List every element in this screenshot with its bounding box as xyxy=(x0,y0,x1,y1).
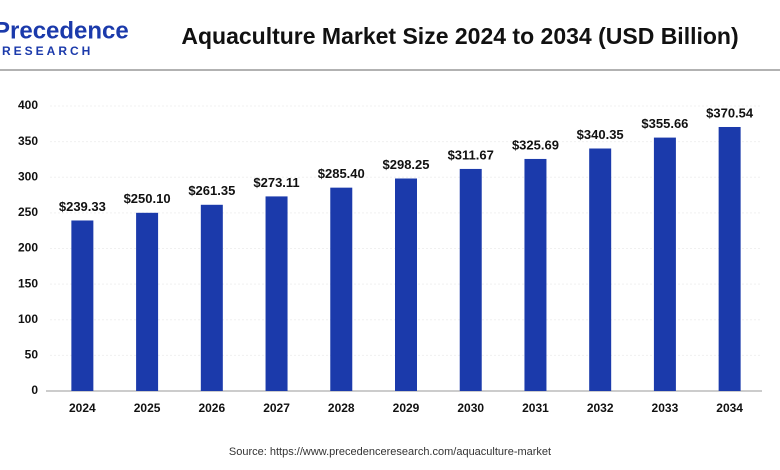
x-tick-label: 2033 xyxy=(652,401,679,415)
x-tick-label: 2027 xyxy=(263,401,290,415)
bar xyxy=(718,126,741,392)
bar xyxy=(200,204,223,391)
bar xyxy=(136,212,159,391)
bar xyxy=(459,168,482,391)
y-tick-label: 350 xyxy=(18,134,38,148)
value-label: $370.54 xyxy=(706,105,754,120)
x-tick-label: 2029 xyxy=(393,401,420,415)
y-tick-label: 0 xyxy=(31,383,38,397)
x-tick-label: 2034 xyxy=(716,401,743,415)
bar xyxy=(653,137,676,391)
x-tick-label: 2024 xyxy=(69,401,96,415)
bar xyxy=(71,220,94,391)
value-label: $250.10 xyxy=(124,191,171,206)
x-tick-label: 2030 xyxy=(457,401,484,415)
value-label: $355.66 xyxy=(641,116,688,131)
value-label: $239.33 xyxy=(59,199,106,214)
y-tick-label: 300 xyxy=(18,169,38,183)
bar xyxy=(589,148,612,391)
value-label: $261.35 xyxy=(188,183,235,198)
source-note: Source: https://www.precedenceresearch.c… xyxy=(229,446,551,458)
value-label: $285.40 xyxy=(318,166,365,181)
value-label: $311.67 xyxy=(448,147,494,162)
y-tick-label: 200 xyxy=(18,241,38,255)
value-label: $273.11 xyxy=(253,175,299,190)
bar xyxy=(524,158,547,391)
x-tick-label: 2026 xyxy=(198,401,225,415)
x-tick-label: 2031 xyxy=(522,401,549,415)
y-tick-label: 50 xyxy=(25,348,39,362)
chart-title: Aquaculture Market Size 2024 to 2034 (US… xyxy=(181,23,738,49)
bar xyxy=(395,178,417,391)
value-label: $325.69 xyxy=(512,137,559,152)
y-tick-label: 400 xyxy=(18,98,38,112)
y-tick-label: 250 xyxy=(18,205,38,219)
value-label: $340.35 xyxy=(577,127,624,142)
x-tick-label: 2028 xyxy=(328,401,355,415)
x-tick-label: 2025 xyxy=(134,401,161,415)
value-label: $298.25 xyxy=(383,157,430,172)
y-tick-label: 100 xyxy=(18,312,38,326)
bar xyxy=(330,187,353,391)
logo-name: Precedence xyxy=(0,17,129,44)
bar xyxy=(265,196,288,391)
x-tick-label: 2032 xyxy=(587,401,614,415)
y-tick-label: 150 xyxy=(18,276,38,290)
logo-tagline: RESEARCH xyxy=(2,44,93,58)
